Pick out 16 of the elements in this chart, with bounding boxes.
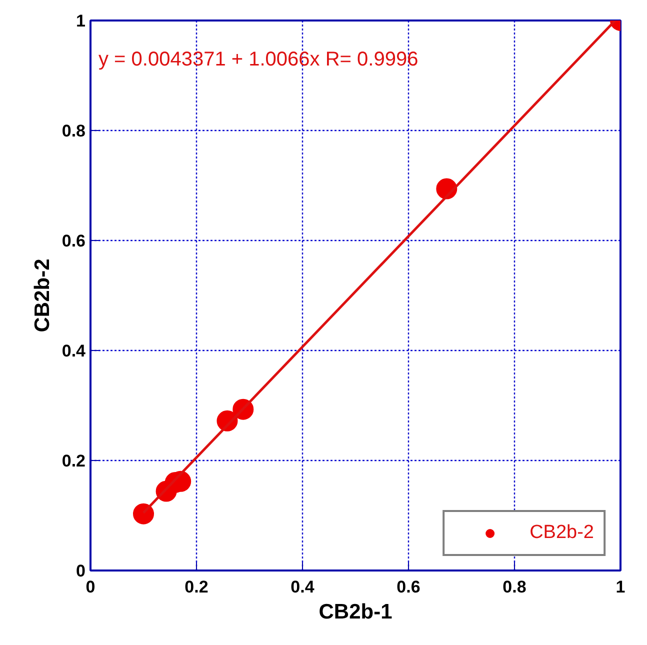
x-tick-label: 1 — [616, 578, 626, 596]
y-tick-label: 0.6 — [62, 232, 86, 250]
annotation: y = 0.0043371 + 1.0066x R= 0.9996 — [98, 48, 418, 70]
x-tick-label: 0.4 — [290, 578, 315, 596]
y-tick-label: 0 — [76, 562, 86, 580]
point — [133, 503, 154, 524]
y-tick-label: 0.4 — [62, 342, 86, 360]
x-tick-label: 0.6 — [396, 578, 420, 596]
y-tick-label: 0.8 — [62, 122, 86, 140]
x-axis-title: CB2b-1 — [318, 600, 393, 624]
y-tick-label: 0.2 — [62, 452, 86, 470]
legend-label: CB2b-2 — [530, 522, 594, 544]
y-tick-label: 1 — [76, 12, 86, 30]
y-axis-title: CB2b-2 — [30, 258, 54, 332]
x-tick-label: 0.8 — [502, 578, 526, 596]
x-tick-label: 0.2 — [184, 578, 208, 596]
